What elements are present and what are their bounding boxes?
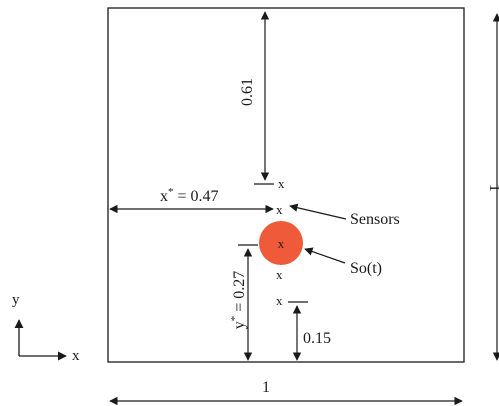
sensors-pointer	[289, 203, 347, 220]
domain-boundary	[107, 7, 465, 363]
top-sensor-marker: x	[278, 176, 285, 191]
top-distance-label: 0.61	[239, 78, 256, 106]
source-label: So(t)	[350, 260, 382, 277]
middle-sensor-marker: x	[276, 202, 283, 217]
bottom-sensor-marker: x	[276, 293, 283, 308]
source-circle	[259, 221, 303, 265]
vertical-size-label: 1	[486, 184, 499, 192]
bottom-height-label: 0.15	[303, 330, 331, 347]
x-star-label: x* = 0.47	[160, 186, 219, 205]
sensors-label: Sensors	[350, 211, 400, 228]
lower-sensor-marker: x	[276, 267, 283, 282]
source-marker: x	[278, 236, 285, 251]
axis-y-label: y	[12, 292, 20, 308]
axis-x-label: x	[72, 348, 80, 364]
source-pointer	[304, 247, 346, 264]
y-star-label: y* = 0.27	[229, 271, 248, 330]
horizontal-size-label: 1	[262, 379, 270, 396]
